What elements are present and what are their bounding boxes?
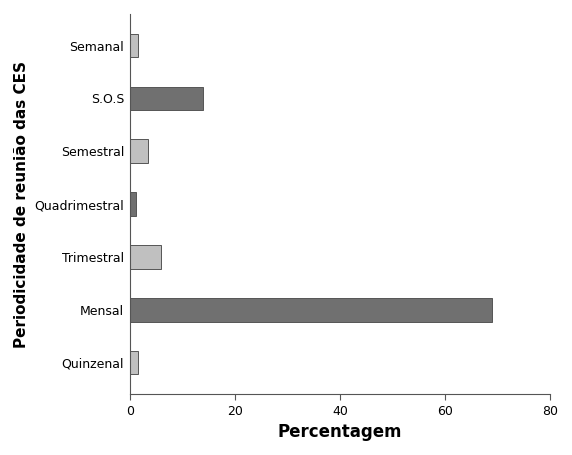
Bar <box>130 139 148 163</box>
Bar <box>130 34 138 57</box>
Bar <box>130 350 138 374</box>
Bar <box>130 298 492 322</box>
X-axis label: Percentagem: Percentagem <box>277 423 402 441</box>
Y-axis label: Periodicidade de reunião das CES: Periodicidade de reunião das CES <box>14 61 29 348</box>
Bar <box>130 86 203 110</box>
Bar <box>130 245 161 269</box>
Bar <box>130 192 136 216</box>
